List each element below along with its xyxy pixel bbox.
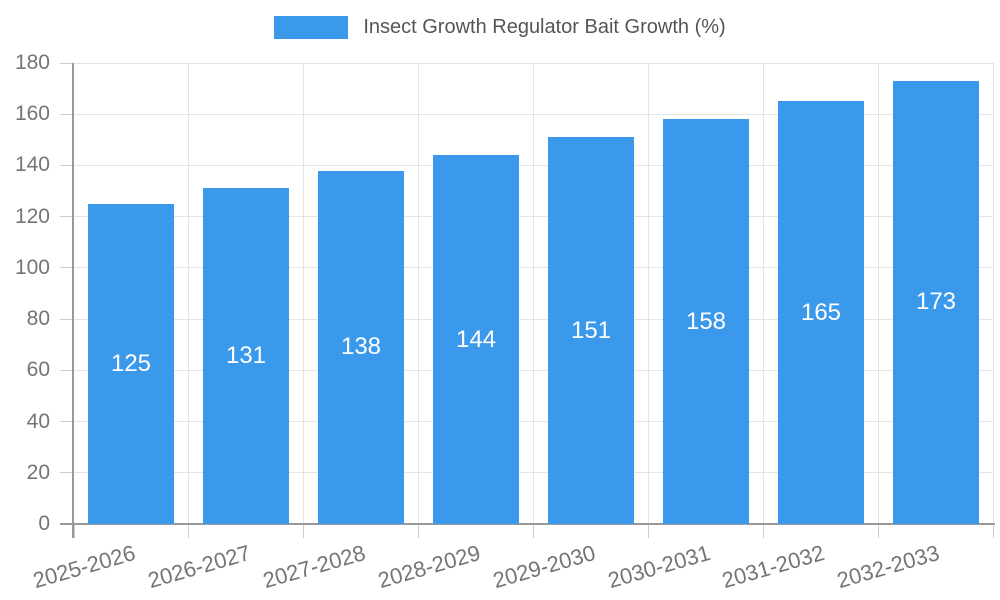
gridline-vertical: [647, 63, 649, 524]
bar-value-label: 165: [800, 299, 842, 326]
legend-swatch: [274, 16, 349, 39]
y-axis-label: 160: [14, 102, 50, 126]
y-axis-tick: [60, 216, 74, 218]
x-axis-label: 2028-2029: [374, 540, 483, 594]
x-axis-tick: [303, 524, 305, 538]
legend-label: Insect Growth Regulator Bait Growth (%): [363, 16, 726, 38]
bar-value-label: 131: [225, 342, 267, 369]
bar[interactable]: [778, 101, 864, 524]
gridline-vertical: [762, 63, 764, 524]
x-axis-tick: [992, 524, 994, 538]
bar[interactable]: [663, 119, 749, 524]
y-axis-tick: [60, 318, 74, 320]
x-axis-tick: [188, 524, 190, 538]
y-axis-tick: [60, 62, 74, 64]
y-axis-tick: [60, 164, 74, 166]
y-axis-label: 20: [26, 460, 50, 484]
x-axis-tick: [647, 524, 649, 538]
bar-value-label: 125: [110, 350, 152, 377]
x-axis-tick: [418, 524, 420, 538]
x-axis-label: 2032-2033: [834, 540, 943, 594]
y-axis-line: [72, 63, 74, 538]
bar[interactable]: [893, 80, 979, 524]
bar-value-label: 151: [570, 317, 612, 344]
bar-value-label: 138: [340, 333, 382, 360]
bar-value-label: 173: [915, 288, 957, 315]
x-axis-tick: [73, 524, 75, 538]
y-axis-tick: [60, 267, 74, 269]
y-axis-tick: [60, 472, 74, 474]
x-axis-tick: [877, 524, 879, 538]
y-axis-label: 60: [26, 358, 50, 382]
y-axis-label: 180: [14, 51, 50, 74]
gridline-vertical: [418, 63, 420, 524]
gridline-vertical: [992, 63, 994, 524]
x-axis-label: 2029-2030: [489, 540, 598, 594]
gridline-vertical: [877, 63, 879, 524]
x-axis-label: 2025-2026: [30, 540, 139, 594]
gridline-vertical: [533, 63, 534, 524]
x-axis-line: [60, 523, 995, 525]
y-axis-label: 100: [14, 255, 50, 279]
x-axis-label: 2030-2031: [604, 540, 713, 594]
y-axis-label: 40: [26, 409, 50, 433]
bar[interactable]: [548, 137, 634, 524]
bar[interactable]: [88, 203, 174, 524]
y-axis-tick: [60, 113, 74, 115]
gridline-vertical: [303, 63, 305, 524]
y-axis-label: 0: [38, 512, 50, 535]
bar[interactable]: [203, 188, 289, 524]
y-axis-tick: [60, 421, 74, 423]
gridline-vertical: [188, 63, 190, 524]
x-axis-tick: [533, 524, 534, 538]
bar-value-label: 158: [685, 308, 727, 335]
bar-value-label: 144: [455, 326, 497, 353]
y-axis-label: 140: [14, 153, 50, 177]
x-axis-tick: [762, 524, 764, 538]
y-axis-tick: [60, 369, 74, 371]
x-axis-label: 2026-2027: [145, 540, 254, 594]
legend-item[interactable]: Insect Growth Regulator Bait Growth (%): [0, 16, 1000, 39]
bar[interactable]: [433, 155, 519, 524]
y-axis-label: 120: [14, 204, 50, 228]
x-axis-label: 2031-2032: [719, 540, 828, 594]
y-axis-label: 80: [26, 307, 50, 331]
x-axis-label: 2027-2028: [260, 540, 369, 594]
bar[interactable]: [318, 170, 404, 524]
